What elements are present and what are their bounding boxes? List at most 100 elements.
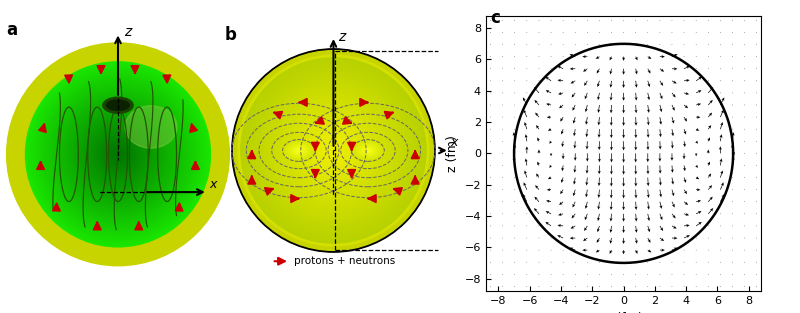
Ellipse shape — [357, 143, 379, 158]
Circle shape — [89, 126, 147, 183]
Ellipse shape — [366, 150, 370, 151]
Ellipse shape — [103, 97, 133, 113]
Text: z: z — [124, 25, 131, 39]
Ellipse shape — [295, 148, 302, 153]
Text: x: x — [450, 136, 458, 149]
Circle shape — [49, 85, 187, 223]
Ellipse shape — [284, 141, 314, 160]
Ellipse shape — [286, 142, 311, 159]
Ellipse shape — [290, 145, 308, 156]
Circle shape — [106, 142, 130, 166]
Circle shape — [95, 132, 141, 177]
Ellipse shape — [294, 148, 303, 153]
Ellipse shape — [358, 144, 378, 157]
Text: b: b — [225, 26, 237, 44]
Circle shape — [111, 147, 125, 162]
Circle shape — [114, 150, 122, 158]
Circle shape — [87, 124, 149, 185]
Ellipse shape — [106, 100, 130, 110]
Ellipse shape — [285, 141, 313, 160]
Circle shape — [117, 153, 119, 155]
Circle shape — [250, 67, 417, 234]
Circle shape — [294, 111, 373, 190]
Circle shape — [278, 95, 389, 206]
Ellipse shape — [282, 140, 316, 162]
Circle shape — [281, 97, 386, 203]
Ellipse shape — [286, 142, 312, 159]
Ellipse shape — [298, 150, 300, 151]
Circle shape — [276, 93, 391, 208]
Circle shape — [58, 95, 178, 214]
Ellipse shape — [354, 142, 382, 159]
Circle shape — [292, 109, 375, 192]
Circle shape — [78, 115, 158, 194]
Circle shape — [271, 88, 396, 213]
Circle shape — [34, 69, 202, 239]
Circle shape — [75, 111, 161, 197]
Circle shape — [44, 80, 192, 228]
Circle shape — [310, 128, 356, 173]
Circle shape — [47, 84, 189, 225]
Circle shape — [304, 121, 363, 180]
Ellipse shape — [361, 146, 375, 155]
Circle shape — [325, 142, 342, 159]
Circle shape — [80, 116, 156, 192]
Ellipse shape — [298, 150, 299, 151]
Ellipse shape — [294, 147, 305, 154]
Ellipse shape — [358, 144, 378, 157]
Circle shape — [297, 114, 370, 187]
Ellipse shape — [297, 149, 302, 152]
Circle shape — [115, 152, 121, 157]
Ellipse shape — [354, 141, 382, 160]
Circle shape — [274, 90, 394, 210]
Circle shape — [232, 49, 435, 252]
Circle shape — [57, 93, 179, 216]
Circle shape — [332, 149, 335, 152]
Ellipse shape — [287, 143, 310, 158]
Circle shape — [85, 121, 151, 188]
Ellipse shape — [357, 143, 379, 158]
Circle shape — [299, 116, 368, 185]
Ellipse shape — [367, 150, 369, 151]
Ellipse shape — [352, 140, 384, 161]
Circle shape — [55, 91, 181, 217]
Ellipse shape — [286, 142, 312, 159]
Circle shape — [46, 82, 190, 227]
Circle shape — [290, 107, 377, 194]
Circle shape — [269, 86, 398, 215]
Circle shape — [29, 65, 207, 244]
Text: c: c — [490, 9, 501, 28]
Ellipse shape — [294, 147, 304, 154]
Circle shape — [54, 90, 182, 219]
Ellipse shape — [287, 143, 311, 158]
Circle shape — [92, 129, 144, 180]
Circle shape — [259, 76, 407, 224]
Text: x: x — [210, 178, 217, 191]
Ellipse shape — [358, 144, 378, 157]
Circle shape — [50, 87, 186, 222]
Circle shape — [322, 139, 345, 162]
Text: a: a — [6, 21, 18, 39]
Ellipse shape — [362, 147, 374, 154]
Ellipse shape — [353, 141, 383, 161]
Circle shape — [243, 60, 424, 241]
Circle shape — [308, 126, 358, 176]
Circle shape — [83, 119, 153, 189]
Ellipse shape — [125, 106, 177, 148]
Text: z: z — [338, 30, 346, 44]
Circle shape — [38, 74, 198, 234]
Circle shape — [306, 123, 361, 178]
Circle shape — [110, 146, 126, 163]
Circle shape — [66, 102, 170, 207]
Circle shape — [62, 99, 174, 210]
Ellipse shape — [288, 143, 310, 158]
Circle shape — [94, 130, 142, 178]
Circle shape — [257, 74, 410, 227]
Circle shape — [102, 138, 134, 171]
Ellipse shape — [365, 149, 371, 152]
Circle shape — [60, 96, 176, 213]
Circle shape — [253, 69, 414, 231]
Ellipse shape — [290, 144, 309, 157]
Ellipse shape — [359, 145, 377, 156]
Ellipse shape — [362, 146, 374, 155]
